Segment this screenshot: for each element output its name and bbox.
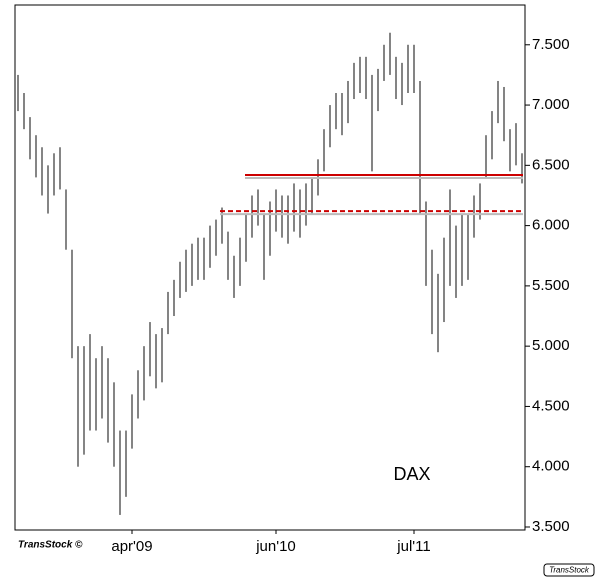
annotation: DAX: [393, 464, 430, 484]
x-tick-label: jul'11: [396, 538, 430, 555]
y-tick-label: 4.500: [532, 397, 570, 414]
y-tick-label: 7.000: [532, 96, 570, 113]
y-tick-label: 6.000: [532, 217, 570, 234]
plot-frame: [14, 4, 526, 531]
y-tick-label: 5.500: [532, 277, 570, 294]
source: TransStock ©: [18, 540, 83, 551]
y-tick-label: 3.500: [532, 518, 570, 535]
y-tick-label: 6.500: [532, 156, 570, 173]
y-tick-label: 7.500: [532, 36, 570, 53]
watermark: TransStock: [549, 566, 590, 575]
x-tick-label: jun'10: [255, 538, 296, 555]
watermark-box: [543, 563, 595, 577]
x-tick-label: apr'09: [111, 538, 152, 555]
y-tick-label: 5.000: [532, 337, 570, 354]
y-tick-label: 4.000: [532, 458, 570, 475]
